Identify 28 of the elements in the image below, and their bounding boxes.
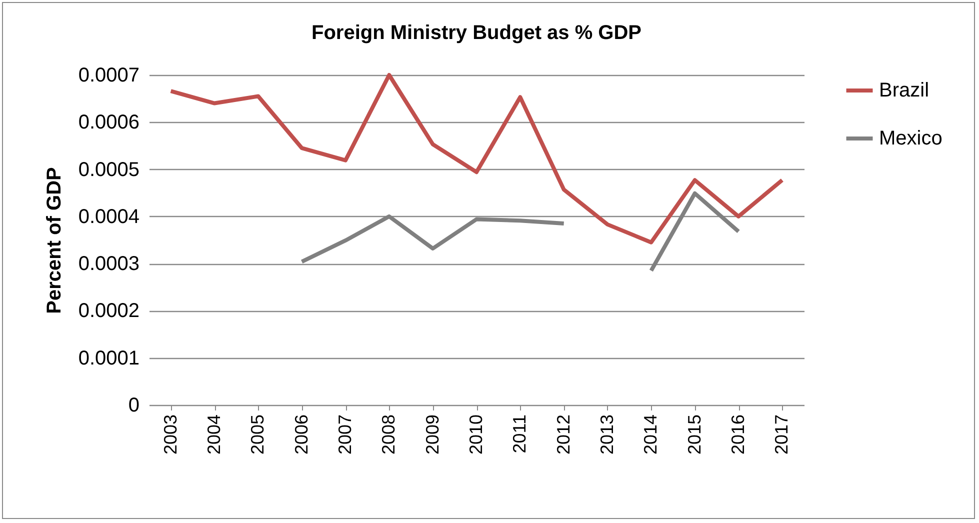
x-tick-label: 2017 [772,414,792,455]
x-tick-label: 2012 [553,414,574,455]
x-tick-label: 2011 [510,414,530,454]
y-tick-label: 0.0006 [78,112,140,134]
x-tick-label: 2006 [291,414,312,455]
chart-title: Foreign Ministry Budget as % GDP [311,22,642,44]
y-tick-label: 0.0007 [78,64,140,86]
line-series [168,73,784,244]
x-tick-label: 2008 [378,414,399,455]
x-tick-label: 2009 [422,414,442,455]
x-tick-label: 2013 [597,414,617,455]
legend-label: Brazil [879,80,930,102]
x-tick-label: 2016 [728,414,748,455]
x-tick-label: 2010 [466,414,486,455]
y-tick-label: 0.0001 [78,347,140,370]
x-tick-label: 2014 [640,414,661,455]
x-tick-label: 2003 [160,414,180,455]
y-axis-title: Percent of GDP [43,167,66,314]
y-tick-label: 0.0004 [78,206,140,228]
x-tick-label: 2004 [204,414,224,455]
y-tick-label: 0.0005 [78,158,140,181]
x-tick-label: 2015 [684,414,704,455]
legend-label: Mexico [879,128,942,150]
y-tick-label: 0 [128,394,140,416]
y-tick-label: 0.0003 [78,253,140,276]
y-tick-label: 0.0002 [78,300,140,322]
x-tick-label: 2007 [335,414,355,455]
x-tick-label: 2005 [248,414,268,455]
